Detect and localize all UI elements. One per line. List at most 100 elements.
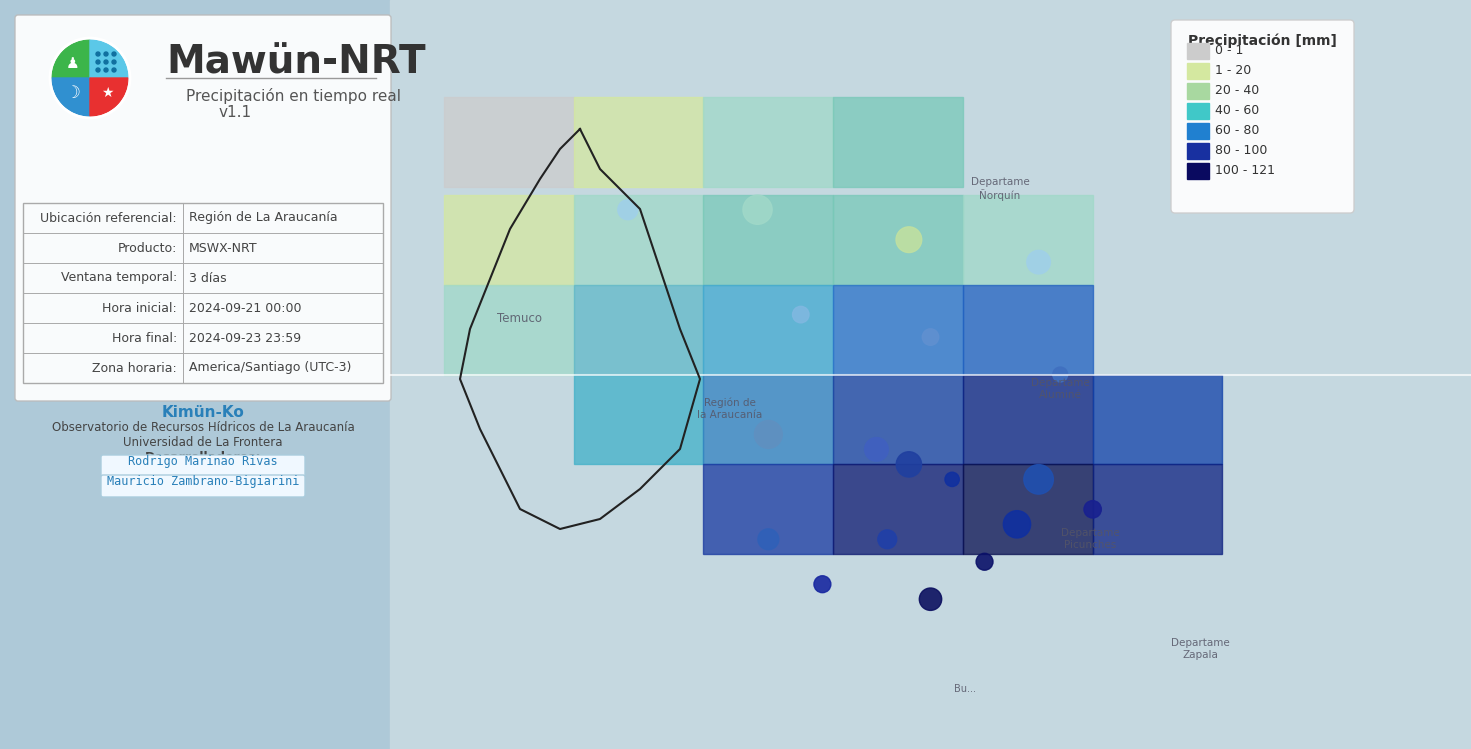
Text: 0 - 1: 0 - 1	[1215, 44, 1243, 58]
Circle shape	[618, 200, 638, 219]
Circle shape	[112, 52, 116, 56]
Circle shape	[1084, 500, 1102, 518]
Bar	[444, 195, 574, 285]
Text: 40 - 60: 40 - 60	[1215, 105, 1259, 118]
Text: Hora inicial:: Hora inicial:	[103, 302, 177, 315]
Text: Precipitación [mm]: Precipitación [mm]	[1189, 34, 1337, 49]
Text: Universidad de La Frontera: Universidad de La Frontera	[124, 436, 282, 449]
Text: 100 - 121: 100 - 121	[1215, 165, 1275, 178]
Bar	[1187, 143, 1209, 159]
Circle shape	[793, 306, 809, 323]
Circle shape	[96, 52, 100, 56]
FancyBboxPatch shape	[101, 455, 304, 477]
Text: Departame
Picunches: Departame Picunches	[1061, 528, 1119, 550]
Text: ☽: ☽	[66, 84, 81, 102]
Bar	[833, 464, 964, 554]
Circle shape	[112, 60, 116, 64]
Bar	[833, 285, 964, 374]
Circle shape	[755, 420, 783, 449]
Circle shape	[865, 437, 888, 461]
Bar	[1093, 464, 1222, 554]
Text: Hora final:: Hora final:	[112, 332, 177, 345]
Bar	[574, 97, 703, 187]
Text: ♟: ♟	[66, 55, 79, 70]
Text: 2024-09-23 23:59: 2024-09-23 23:59	[188, 332, 302, 345]
Bar	[1187, 83, 1209, 99]
Bar	[964, 374, 1093, 464]
Text: Kimün-Ko: Kimün-Ko	[162, 405, 244, 420]
Bar	[1187, 43, 1209, 59]
Text: Región de
la Araucanía: Región de la Araucanía	[697, 398, 762, 420]
Wedge shape	[90, 40, 128, 78]
FancyBboxPatch shape	[15, 15, 391, 401]
Circle shape	[919, 588, 941, 610]
Text: Departame
Aluminé: Departame Aluminé	[1031, 378, 1090, 400]
Text: Producto:: Producto:	[118, 241, 177, 255]
Bar	[833, 195, 964, 285]
Text: v1.1: v1.1	[219, 105, 252, 120]
FancyBboxPatch shape	[1171, 20, 1353, 213]
Bar	[1187, 143, 1209, 159]
Text: Región de La Araucanía: Región de La Araucanía	[188, 211, 338, 225]
Circle shape	[922, 329, 938, 345]
Bar	[444, 97, 574, 187]
Circle shape	[1053, 367, 1068, 382]
Bar	[703, 374, 833, 464]
Circle shape	[112, 68, 116, 72]
Circle shape	[758, 529, 778, 550]
Text: 60 - 80: 60 - 80	[1215, 124, 1259, 138]
Bar	[1187, 63, 1209, 79]
Text: 1 - 20: 1 - 20	[1215, 64, 1252, 77]
Bar	[1187, 163, 1209, 179]
Bar	[574, 374, 703, 464]
Text: Observatorio de Recursos Hídricos de La Araucanía: Observatorio de Recursos Hídricos de La …	[51, 421, 355, 434]
Bar	[1187, 163, 1209, 179]
Circle shape	[96, 60, 100, 64]
Bar	[1187, 123, 1209, 139]
Text: Rodrigo Marinao Rivas: Rodrigo Marinao Rivas	[128, 455, 278, 467]
Bar	[1187, 103, 1209, 119]
Bar	[24, 203, 382, 383]
Text: MSWX-NRT: MSWX-NRT	[188, 241, 257, 255]
Circle shape	[96, 68, 100, 72]
Text: Ventana temporal:: Ventana temporal:	[60, 271, 177, 285]
Bar	[1187, 123, 1209, 139]
Bar	[703, 285, 833, 374]
Bar	[1187, 103, 1209, 119]
Text: Mawün-NRT: Mawün-NRT	[166, 43, 425, 81]
Bar	[964, 464, 1093, 554]
Text: 20 - 40: 20 - 40	[1215, 85, 1259, 97]
Circle shape	[896, 227, 922, 252]
Circle shape	[813, 576, 831, 592]
Circle shape	[1024, 464, 1053, 494]
Circle shape	[878, 530, 897, 549]
Circle shape	[896, 452, 921, 477]
Text: ★: ★	[100, 86, 113, 100]
Wedge shape	[51, 40, 90, 78]
Bar	[833, 374, 964, 464]
Bar	[964, 285, 1093, 374]
Text: 3 días: 3 días	[188, 271, 227, 285]
Text: Ubicación referencial:: Ubicación referencial:	[40, 211, 177, 225]
Bar	[703, 97, 833, 187]
Bar	[703, 464, 833, 554]
Text: Zona horaria:: Zona horaria:	[93, 362, 177, 374]
Text: Bu...: Bu...	[955, 684, 975, 694]
Bar	[1187, 83, 1209, 99]
Circle shape	[104, 52, 107, 56]
Circle shape	[977, 554, 993, 570]
FancyBboxPatch shape	[101, 475, 304, 497]
Bar	[1187, 43, 1209, 59]
Text: Departame
Ñorquín: Departame Ñorquín	[971, 177, 1030, 201]
Bar	[703, 195, 833, 285]
Text: America/Santiago (UTC-3): America/Santiago (UTC-3)	[188, 362, 352, 374]
Bar	[574, 285, 703, 374]
Text: Departame
Zapala: Departame Zapala	[1171, 638, 1230, 660]
Bar	[1187, 63, 1209, 79]
Circle shape	[1027, 250, 1050, 274]
Circle shape	[944, 472, 959, 487]
Circle shape	[104, 60, 107, 64]
Circle shape	[743, 195, 772, 225]
Text: Desarrolladores:: Desarrolladores:	[144, 451, 262, 464]
Bar	[444, 285, 574, 374]
